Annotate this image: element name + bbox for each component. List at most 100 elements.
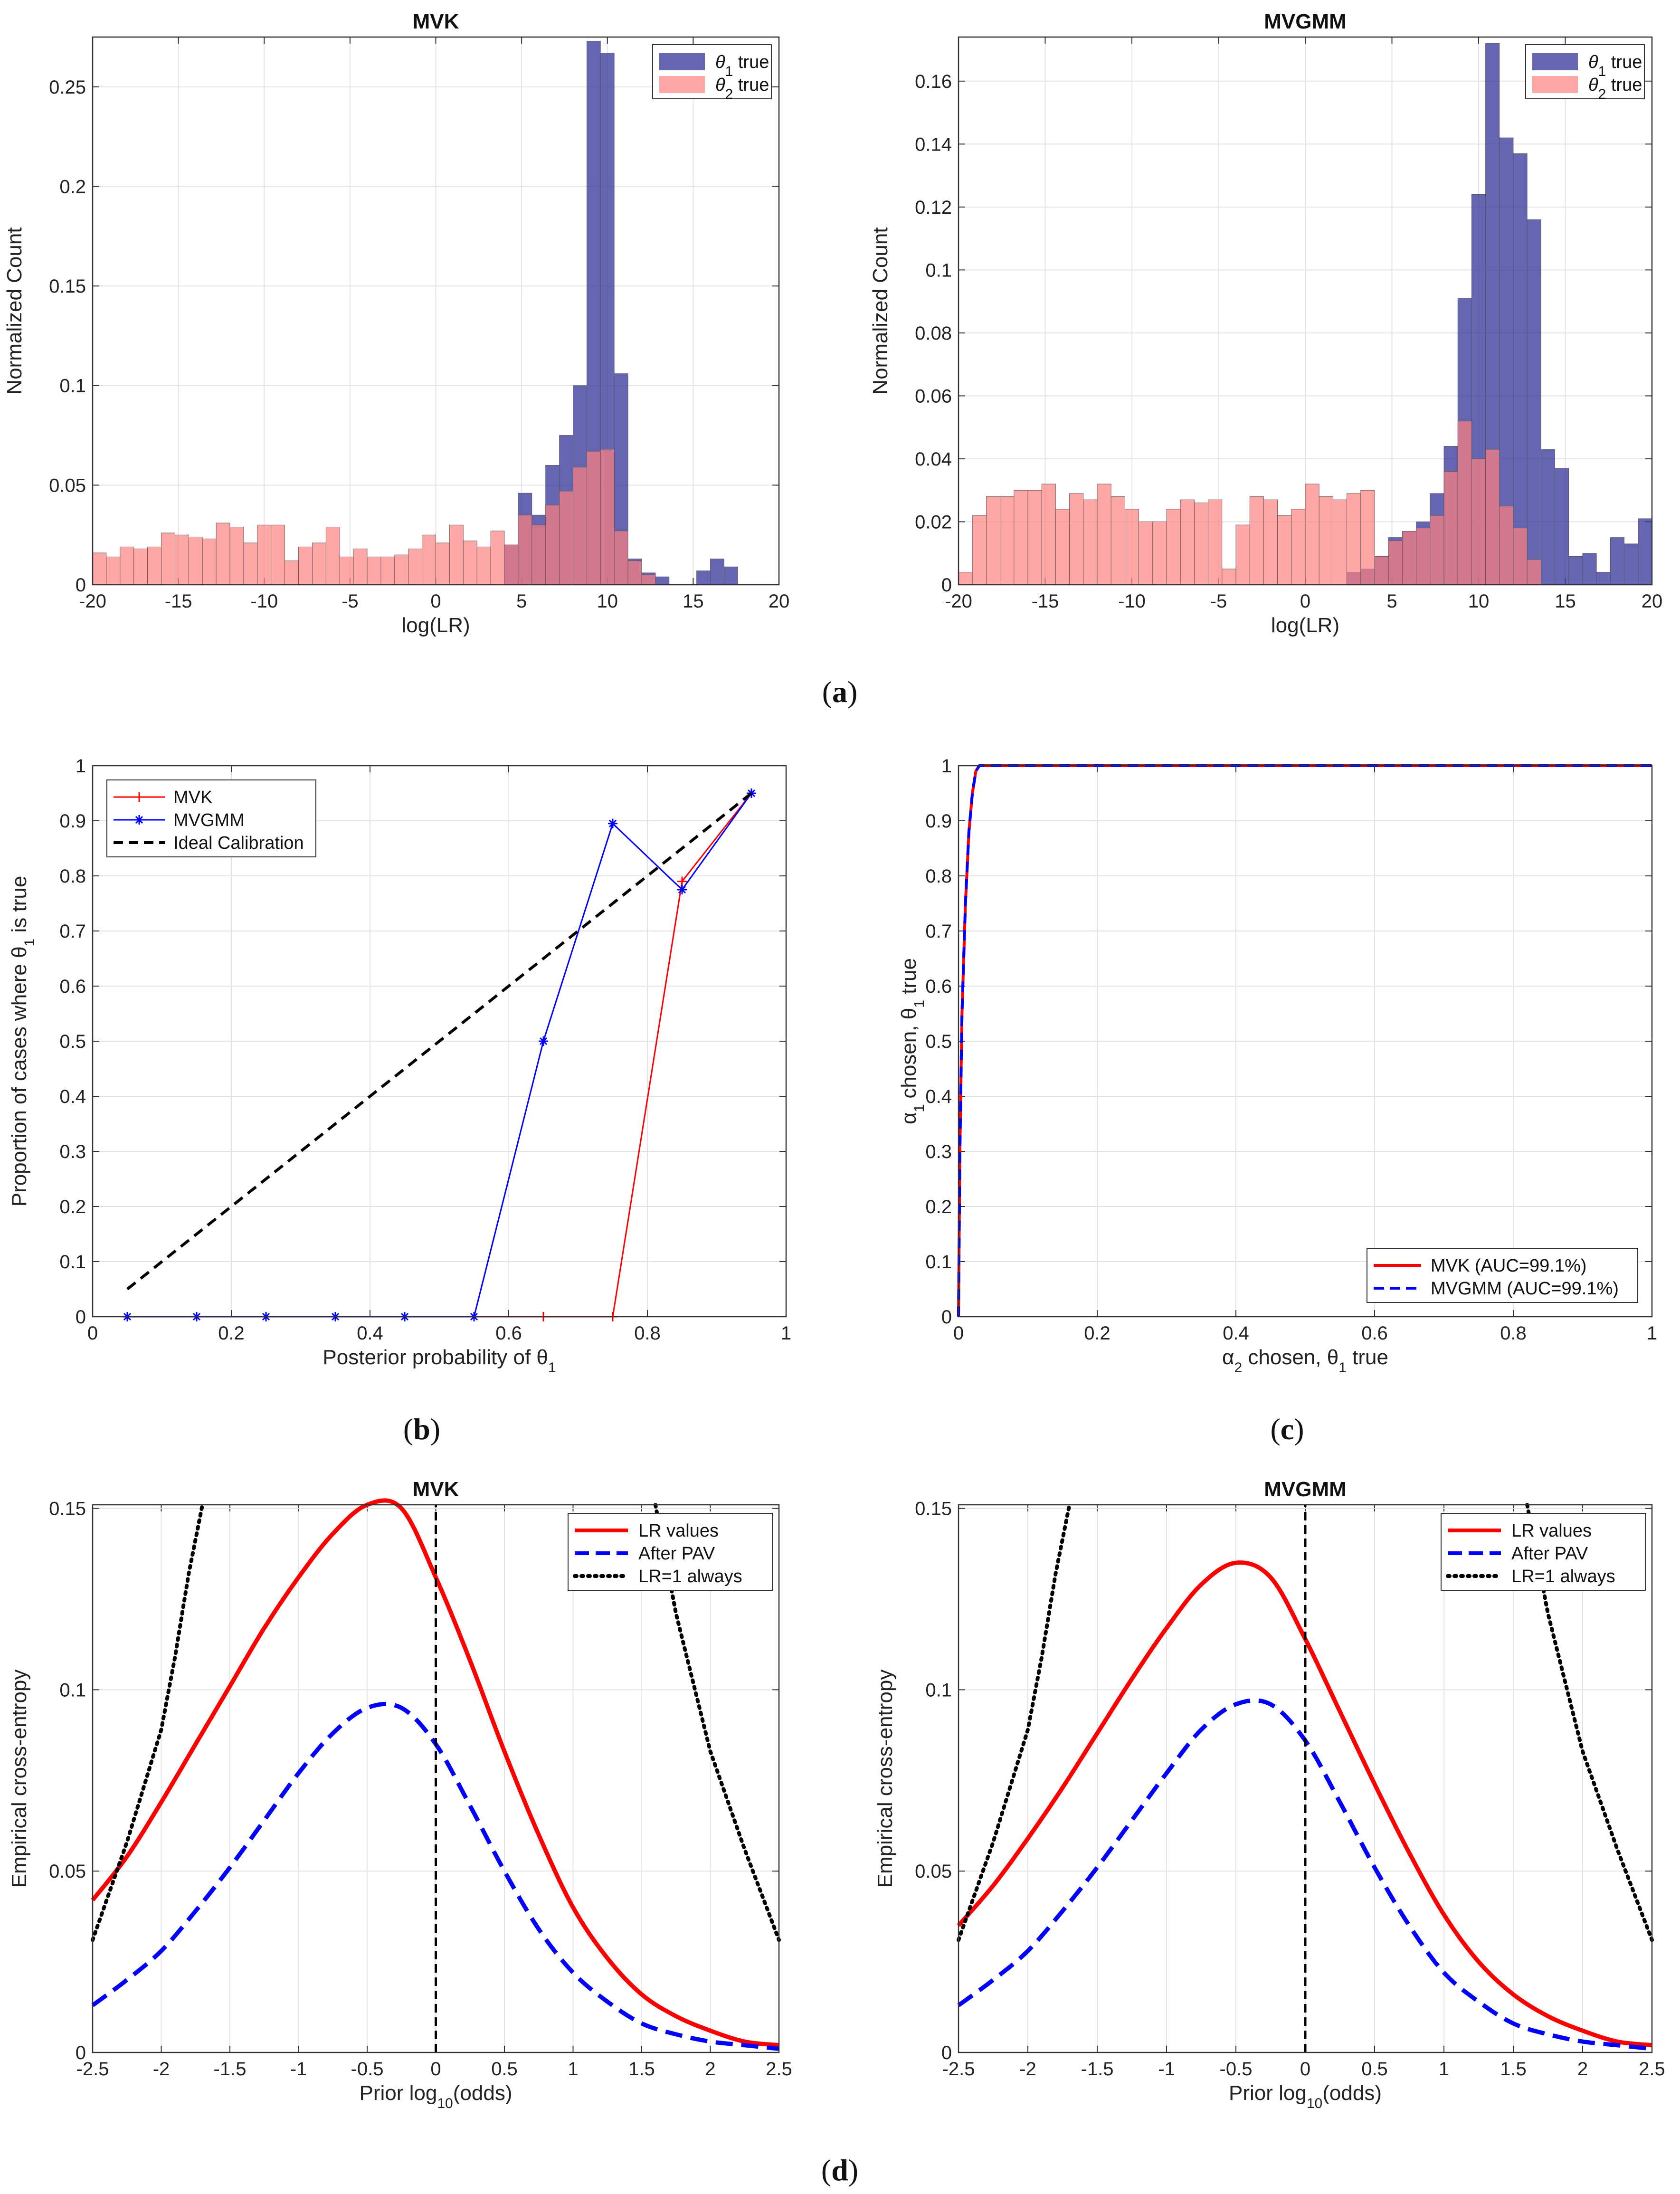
legend-label: LR values bbox=[1511, 1521, 1592, 1541]
bar-theta2 bbox=[106, 556, 121, 585]
legend-box bbox=[1367, 1248, 1638, 1303]
y-tick-label: 0.9 bbox=[925, 811, 952, 832]
y-tick-label: 0.05 bbox=[915, 1861, 952, 1882]
y-axis-label-part: Empirical cross-entropy bbox=[8, 1670, 31, 1888]
y-tick-label: 0.06 bbox=[915, 386, 952, 407]
marker-star bbox=[747, 788, 756, 798]
x-axis-label: Prior log10(odds) bbox=[1229, 2081, 1382, 2111]
marker-star bbox=[608, 818, 617, 828]
chart-ece-mvgmm: -2.5 -2 -1.5 -1 -0.5 0 0.5 1 1.5 2 2.5 0 0.05 0.1 0.15… bbox=[873, 1478, 1665, 2111]
x-tick-label: 1 bbox=[1439, 2059, 1449, 2080]
bar-theta2 bbox=[339, 556, 354, 585]
y-axis-label-part: 1 bbox=[911, 1000, 927, 1008]
y-axis-label: α1 chosen, θ1 true bbox=[897, 958, 927, 1124]
bar-theta2 bbox=[1332, 499, 1347, 585]
x-tick-label: 2 bbox=[1577, 2059, 1588, 2080]
y-tick-label: 0 bbox=[941, 575, 952, 596]
y-tick-label: 0.2 bbox=[59, 176, 86, 197]
y-tick-label: 0 bbox=[941, 2042, 952, 2063]
bar-theta2 bbox=[1499, 505, 1514, 585]
bar-theta2 bbox=[1152, 522, 1167, 585]
bar-theta2 bbox=[1388, 540, 1403, 585]
bar-theta2 bbox=[463, 541, 477, 585]
bar-theta1 bbox=[1540, 449, 1555, 585]
series-line-mvgmm-auc-99-1- bbox=[957, 764, 1652, 1317]
bar-theta1 bbox=[1624, 543, 1639, 585]
x-tick-label: 0.6 bbox=[495, 1323, 522, 1344]
bar-theta2 bbox=[1319, 496, 1333, 585]
legend-label: MVK bbox=[173, 788, 212, 807]
bar-theta2 bbox=[229, 527, 244, 585]
x-tick-label: 20 bbox=[1642, 591, 1663, 612]
y-axis-label: Proportion of cases where θ1 is true bbox=[8, 876, 38, 1207]
bar-theta2 bbox=[1457, 421, 1472, 585]
y-axis-label: Empirical cross-entropy bbox=[8, 1670, 31, 1888]
legend-marker bbox=[134, 792, 144, 802]
bar-theta1 bbox=[1555, 468, 1569, 585]
bar-theta2 bbox=[641, 574, 656, 585]
bar-theta2 bbox=[1027, 490, 1042, 585]
bar-theta1 bbox=[710, 559, 724, 585]
y-axis-label-part: 1 bbox=[22, 939, 38, 947]
legend-label: LR=1 always bbox=[1511, 1567, 1615, 1586]
x-tick-label: 0.4 bbox=[1223, 1323, 1249, 1344]
y-tick-label: 0.1 bbox=[59, 1252, 86, 1273]
chart-title: MVK bbox=[413, 10, 459, 33]
bar-theta2 bbox=[1527, 559, 1541, 585]
caption-b: (b) bbox=[403, 1412, 440, 1446]
y-axis-label-part: Normalized Count bbox=[3, 227, 26, 394]
x-tick-label: 0.6 bbox=[1361, 1323, 1388, 1344]
y-axis-label-part: Proportion of cases where θ bbox=[8, 946, 31, 1206]
bar-theta2 bbox=[1416, 528, 1431, 585]
x-tick-label: 0.8 bbox=[1500, 1323, 1527, 1344]
bar-theta2 bbox=[518, 514, 532, 585]
x-tick-label: 10 bbox=[1468, 591, 1490, 612]
bar-theta1 bbox=[1596, 572, 1611, 585]
y-tick-label: 0.1 bbox=[925, 1680, 952, 1700]
bar-theta2 bbox=[367, 556, 381, 585]
legend-label: θ2 true bbox=[715, 75, 769, 102]
bar-theta2 bbox=[490, 531, 505, 585]
x-axis-label: log(LR) bbox=[1271, 614, 1339, 637]
y-axis-label-part: α bbox=[897, 1112, 921, 1124]
bar-theta2 bbox=[559, 491, 573, 585]
x-tick-label: 5 bbox=[516, 591, 527, 612]
y-tick-label: 0.3 bbox=[59, 1141, 86, 1162]
y-tick-label: 0.12 bbox=[915, 197, 952, 218]
y-tick-label: 0.16 bbox=[915, 71, 952, 92]
bar-theta2 bbox=[1111, 496, 1125, 585]
x-tick-label: -1 bbox=[290, 2059, 307, 2080]
x-tick-label: 0.4 bbox=[357, 1323, 383, 1344]
x-tick-label: -5 bbox=[342, 591, 359, 612]
plot-frame bbox=[958, 1504, 1653, 2053]
caption-c: (c) bbox=[1270, 1412, 1304, 1446]
x-axis-label-part: Prior log bbox=[360, 2081, 437, 2105]
x-tick-label: 1.5 bbox=[1500, 2059, 1527, 2080]
x-tick-label: 0 bbox=[1300, 2059, 1310, 2080]
y-tick-label: 0.1 bbox=[925, 1252, 952, 1273]
x-axis-label-part: 10 bbox=[1307, 2096, 1322, 2111]
chart-title: MVGMM bbox=[1264, 1478, 1347, 1501]
x-tick-label: 0 bbox=[953, 1323, 964, 1344]
x-tick-label: -2.5 bbox=[76, 2059, 109, 2080]
bar-theta2 bbox=[476, 546, 491, 585]
bar-theta2 bbox=[1374, 556, 1389, 585]
x-tick-label: 0.8 bbox=[634, 1323, 661, 1344]
series-line-lr1-left bbox=[91, 1503, 205, 1942]
caption-d: (d) bbox=[821, 2153, 858, 2187]
x-tick-label: 2.5 bbox=[766, 2059, 792, 2080]
x-axis-label-part: α bbox=[1222, 1346, 1234, 1369]
x-axis-label: α2 chosen, θ1 true bbox=[1222, 1346, 1388, 1376]
x-tick-label: 20 bbox=[769, 591, 790, 612]
y-axis-label-part: is true bbox=[8, 876, 31, 939]
bar-theta2 bbox=[243, 542, 258, 585]
x-tick-label: -20 bbox=[945, 591, 972, 612]
x-axis-label-part: log(LR) bbox=[401, 614, 470, 637]
x-tick-label: 2 bbox=[705, 2059, 715, 2080]
x-axis-label-part: (odds) bbox=[1322, 2081, 1382, 2105]
legend-swatch bbox=[659, 76, 705, 93]
bar-theta2 bbox=[422, 534, 436, 585]
bar-theta2 bbox=[1263, 499, 1278, 585]
x-axis-label: log(LR) bbox=[401, 614, 470, 637]
bar-theta2 bbox=[1443, 471, 1458, 585]
